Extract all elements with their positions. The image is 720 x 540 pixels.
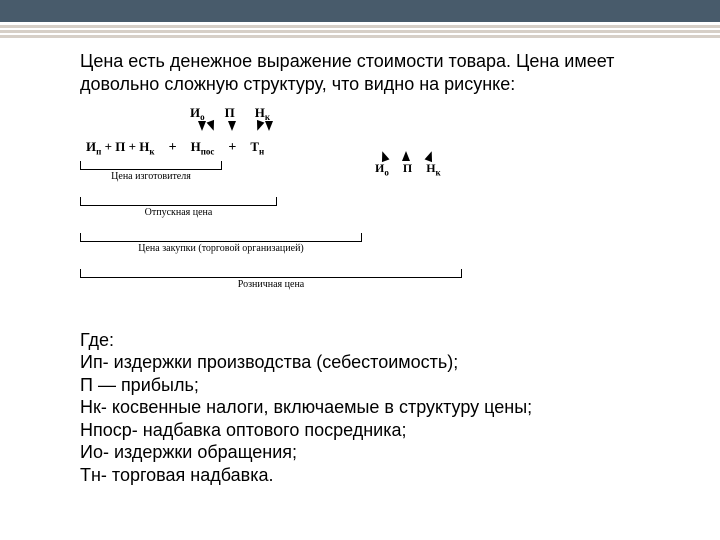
arrow-icon xyxy=(265,121,273,131)
label-io: Ио xyxy=(190,105,205,123)
bracket-label: Цена закупки (торговой организацией) xyxy=(138,243,304,254)
plus: + xyxy=(228,140,236,156)
header-bar xyxy=(0,0,720,25)
label-p: П xyxy=(225,105,235,123)
bracket: Цена закупки (торговой организацией) xyxy=(80,233,362,242)
arrow-icon xyxy=(198,121,206,131)
label-p2: П xyxy=(403,161,412,177)
term-tn: Тн xyxy=(244,137,270,159)
bracket-label: Цена изготовителя xyxy=(111,171,191,182)
bracket-label: Розничная цена xyxy=(238,279,304,290)
bracket: Цена изготовителя xyxy=(80,161,222,170)
legend-item: Нк- косвенные налоги, включаемые в струк… xyxy=(80,396,660,419)
legend-item: П — прибыль; xyxy=(80,374,660,397)
price-diagram: Ио П Нк Ип + П + Нк + Нпос + Тн Ио П Нк … xyxy=(80,105,660,325)
label-io2: Ио xyxy=(375,161,389,177)
intro-text: Цена есть денежное выражение стоимости т… xyxy=(80,50,660,97)
arrow-icon xyxy=(228,121,236,131)
label-nk2: Нк xyxy=(426,161,441,177)
bracket: Отпускная цена xyxy=(80,197,277,206)
stripe xyxy=(0,30,720,33)
right-labels: Ио П Нк xyxy=(375,161,441,177)
plus: + xyxy=(169,140,177,156)
formula-row: Ип + П + Нк + Нпос + Тн xyxy=(80,137,270,159)
arrow-icon xyxy=(254,120,265,132)
bracket-label: Отпускная цена xyxy=(145,207,213,218)
legend-item: Нпоср- надбавка оптового посредника; xyxy=(80,419,660,442)
legend: Где: Ип- издержки производства (себестои… xyxy=(80,329,660,487)
legend-item: Ип- издержки производства (себестоимость… xyxy=(80,351,660,374)
arrow-icon xyxy=(402,151,410,161)
stripe xyxy=(0,25,720,28)
legend-item: Тн- торговая надбавка. xyxy=(80,464,660,487)
bracket: Розничная цена xyxy=(80,269,462,278)
slide-content: Цена есть денежное выражение стоимости т… xyxy=(0,40,720,486)
term-ip: Ип + П + Нк xyxy=(80,137,161,159)
legend-item: Ио- издержки обращения; xyxy=(80,441,660,464)
stripe xyxy=(0,35,720,38)
term-npos: Нпос xyxy=(185,137,221,159)
legend-title: Где: xyxy=(80,329,660,352)
